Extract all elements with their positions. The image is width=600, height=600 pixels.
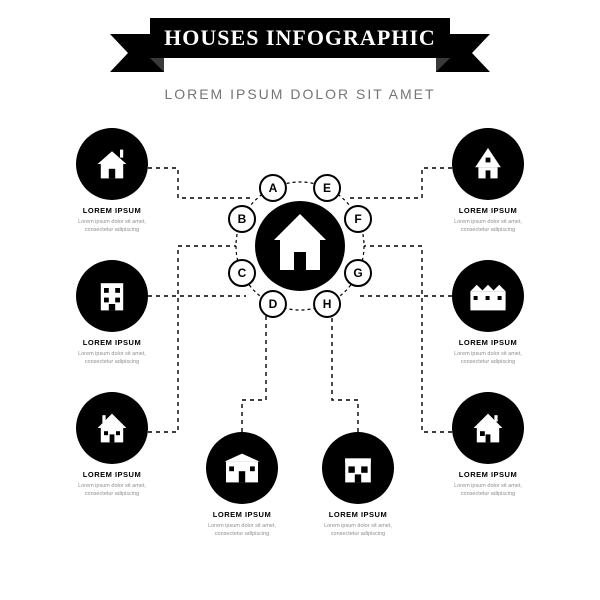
house-node-6: LOREM IPSUM Lorem ipsum dolor sit amet, … — [452, 260, 524, 367]
house-node-1: LOREM IPSUM Lorem ipsum dolor sit amet, … — [76, 260, 148, 367]
house-row-icon — [452, 260, 524, 332]
title-text: HOUSES INFOGRAPHIC — [164, 25, 436, 50]
house-peak-icon — [452, 128, 524, 200]
svg-text:D: D — [269, 297, 278, 311]
svg-text:G: G — [353, 266, 362, 280]
svg-text:H: H — [323, 297, 332, 311]
node-desc: Lorem ipsum dolor sit amet, consectetur … — [322, 522, 394, 539]
node-desc: Lorem ipsum dolor sit amet, consectetur … — [452, 350, 524, 367]
node-title: LOREM IPSUM — [76, 338, 148, 347]
node-desc: Lorem ipsum dolor sit amet, consectetur … — [452, 482, 524, 499]
svg-text:C: C — [238, 266, 247, 280]
node-title: LOREM IPSUM — [452, 206, 524, 215]
center-radial: A B C D E F G H — [218, 164, 382, 328]
svg-text:A: A — [269, 181, 278, 195]
svg-text:E: E — [323, 181, 331, 195]
subtitle: LOREM IPSUM DOLOR SIT AMET — [164, 86, 435, 102]
svg-text:F: F — [354, 212, 361, 226]
node-title: LOREM IPSUM — [322, 510, 394, 519]
house-node-4: LOREM IPSUM Lorem ipsum dolor sit amet, … — [322, 432, 394, 539]
node-title: LOREM IPSUM — [206, 510, 278, 519]
node-title: LOREM IPSUM — [452, 470, 524, 479]
house-chimney-icon — [76, 392, 148, 464]
node-title: LOREM IPSUM — [76, 470, 148, 479]
house-node-5: LOREM IPSUM Lorem ipsum dolor sit amet, … — [452, 392, 524, 499]
house-wide-icon — [206, 432, 278, 504]
node-desc: Lorem ipsum dolor sit amet, consectetur … — [206, 522, 278, 539]
house-small-icon — [76, 128, 148, 200]
house-node-0: LOREM IPSUM Lorem ipsum dolor sit amet, … — [76, 128, 148, 235]
node-desc: Lorem ipsum dolor sit amet, consectetur … — [76, 350, 148, 367]
house-node-2: LOREM IPSUM Lorem ipsum dolor sit amet, … — [76, 392, 148, 499]
house-node-3: LOREM IPSUM Lorem ipsum dolor sit amet, … — [206, 432, 278, 539]
title-ribbon: HOUSES INFOGRAPHIC — [110, 18, 490, 80]
node-title: LOREM IPSUM — [76, 206, 148, 215]
house-modern-icon — [322, 432, 394, 504]
house-node-7: LOREM IPSUM Lorem ipsum dolor sit amet, … — [452, 128, 524, 235]
node-desc: Lorem ipsum dolor sit amet, consectetur … — [76, 218, 148, 235]
node-desc: Lorem ipsum dolor sit amet, consectetur … — [76, 482, 148, 499]
house-cottage-icon — [452, 392, 524, 464]
house-tall-icon — [76, 260, 148, 332]
node-title: LOREM IPSUM — [452, 338, 524, 347]
node-desc: Lorem ipsum dolor sit amet, consectetur … — [452, 218, 524, 235]
svg-text:B: B — [238, 212, 247, 226]
